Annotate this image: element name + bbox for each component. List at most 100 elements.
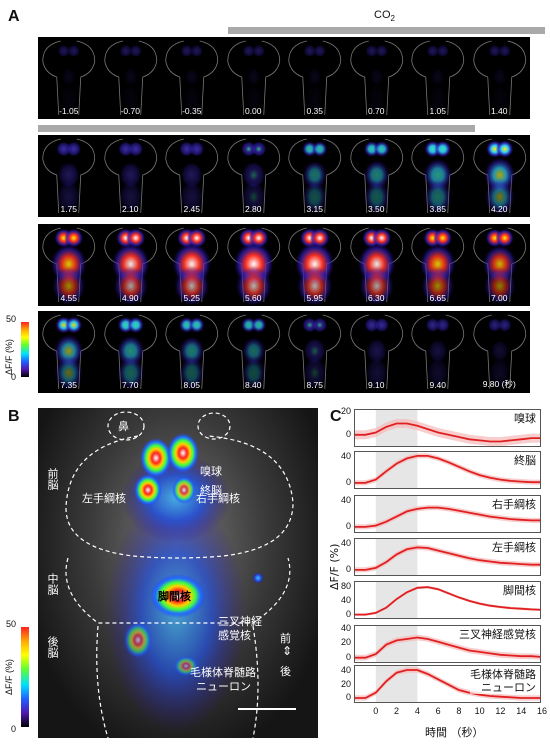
frame-time-label: 8.40: [244, 380, 262, 390]
trace-ytick: 40: [340, 538, 351, 549]
brain-frame-image: [226, 314, 280, 390]
trace-region-name: 左手綱核: [492, 541, 536, 554]
small-spot: [252, 572, 264, 584]
anterior-label: 前: [280, 632, 291, 645]
brain-frame: 4.55: [38, 224, 100, 306]
trace-error-band: [355, 419, 540, 446]
panel-a-colorbar-max: 50: [6, 314, 17, 324]
brain-frame: 4.90: [100, 224, 162, 306]
brain-frame: 6.30: [346, 224, 408, 306]
brain-frame: 6.65: [407, 224, 469, 306]
spinal-hotspot: [174, 656, 198, 676]
trace-region-name: 終脳: [514, 454, 536, 467]
brain-frame-image: [472, 314, 526, 390]
brain-frame-image: [288, 40, 342, 116]
brain-frame: 0.70: [346, 37, 408, 119]
brain-frame: 8.40: [223, 311, 285, 393]
frame-time-label: 9.80 (秒): [482, 379, 516, 389]
frame-time-label: 0.70: [367, 106, 385, 116]
image-strip-row-1: -1.05 -0.70 -0.35 0.00 0.35 0.70 1.05 1.40: [38, 37, 530, 119]
brain-frame-image: [103, 227, 157, 306]
brain-frame: 9.10: [346, 311, 408, 393]
image-strip-row-4: 7.35 7.70 8.05 8.40 8.75 9.10 9.40 9.80 (秒): [38, 311, 530, 393]
brain-frame-image: [226, 40, 280, 116]
frame-time-label: 1.05: [429, 106, 447, 116]
panel-c-xlabel: 時間 （秒）: [425, 726, 484, 739]
trace-region-name: 嗅球: [514, 412, 536, 425]
trace-ytick: 0: [345, 428, 351, 439]
brain-frame-image: [472, 138, 526, 216]
x-tick-label: 14: [516, 706, 527, 716]
trace-ytick: 0: [345, 651, 351, 662]
right-habenula-hotspot: [172, 476, 196, 504]
frame-time-label: 8.75: [306, 380, 324, 390]
frame-time-label: 0.35: [306, 106, 324, 116]
frame-time-label: 3.50: [367, 204, 385, 214]
brain-frame: 1.05: [407, 37, 469, 119]
trigeminal-label-1: 三叉神経: [218, 615, 262, 628]
brain-frame-image: [411, 314, 465, 390]
brain-frame-image: [226, 138, 280, 214]
x-tick-label: 6: [435, 706, 441, 716]
trace-region-name: 毛様体脊髄路 ニューロン: [470, 668, 536, 694]
image-strip-row-2: 1.75 2.10 2.45 2.80 3.15 3.50 3.85 4.20: [38, 135, 530, 217]
frame-time-label: 5.95: [306, 293, 324, 303]
frame-time-label: 4.20: [490, 204, 508, 214]
brain-frame-image: [288, 227, 342, 306]
brain-frame-image: [165, 138, 219, 214]
frame-time-label: 4.55: [60, 293, 78, 303]
trace-ytick: 80: [340, 581, 351, 592]
brain-frame: 5.60: [223, 224, 285, 306]
trace-ytick: 20: [340, 637, 351, 648]
brain-frame-image: [42, 227, 96, 306]
frame-time-label: 6.65: [429, 293, 447, 303]
forebrain-label: 前脳: [46, 468, 59, 490]
nose-outline-right: [197, 412, 231, 440]
trace-ytick: 0: [345, 608, 351, 619]
trace-ytick: 40: [340, 665, 351, 676]
brain-frame-image: [165, 227, 219, 306]
trace-line: [355, 506, 540, 528]
brain-frame: 4.20: [469, 135, 531, 217]
direction-arrow: ⇕: [282, 644, 293, 658]
brain-frame-image: [349, 227, 403, 306]
x-tick-label: 8: [456, 706, 462, 716]
brain-frame: 0.00: [223, 37, 285, 119]
panel-a-colorbar-min: 0: [11, 372, 17, 382]
trace-panel: 終脳: [354, 451, 541, 489]
brain-frame: -0.70: [100, 37, 162, 119]
trace-plot: [355, 539, 540, 575]
interpeduncular-label: 脚間核: [158, 590, 191, 603]
frame-time-label: -1.05: [59, 106, 79, 116]
hindbrain-label: 後脳: [46, 636, 59, 658]
frame-time-label: -0.35: [182, 106, 202, 116]
frame-time-label: 4.90: [121, 293, 139, 303]
brain-frame-image: [42, 40, 96, 116]
panel-a-letter: A: [8, 8, 20, 25]
brain-frame: 9.40: [407, 311, 469, 393]
brain-frame: 9.80 (秒): [469, 311, 531, 393]
trace-panel: 毛様体脊髄路 ニューロン: [354, 665, 541, 703]
trace-plot: [355, 582, 540, 618]
trace-plot: [355, 626, 540, 662]
brain-frame: -0.35: [161, 37, 223, 119]
brain-frame-image: [349, 138, 403, 214]
trace-region-name: 右手綱核: [492, 498, 536, 511]
brain-frame-image: [411, 138, 465, 215]
trace-panel: 嗅球: [354, 409, 541, 447]
trace-plot: [355, 452, 540, 488]
x-tick-label: 4: [414, 706, 420, 716]
frame-time-label: 9.40: [429, 380, 447, 390]
telencephalon-label: 終脳: [200, 484, 222, 497]
brain-overlay: [65, 411, 294, 738]
trace-ytick: 40: [340, 622, 351, 633]
brain-frame-image: [411, 227, 465, 306]
x-tick-label: 10: [474, 706, 485, 716]
trace-ytick: 20: [340, 678, 351, 689]
brain-frame: 1.75: [38, 135, 100, 217]
trace-plot: [355, 666, 540, 702]
trace-line: [355, 669, 540, 699]
brain-frame-image: [226, 227, 280, 306]
frame-time-label: 8.05: [183, 380, 201, 390]
frame-time-label: 0.00: [244, 106, 262, 116]
